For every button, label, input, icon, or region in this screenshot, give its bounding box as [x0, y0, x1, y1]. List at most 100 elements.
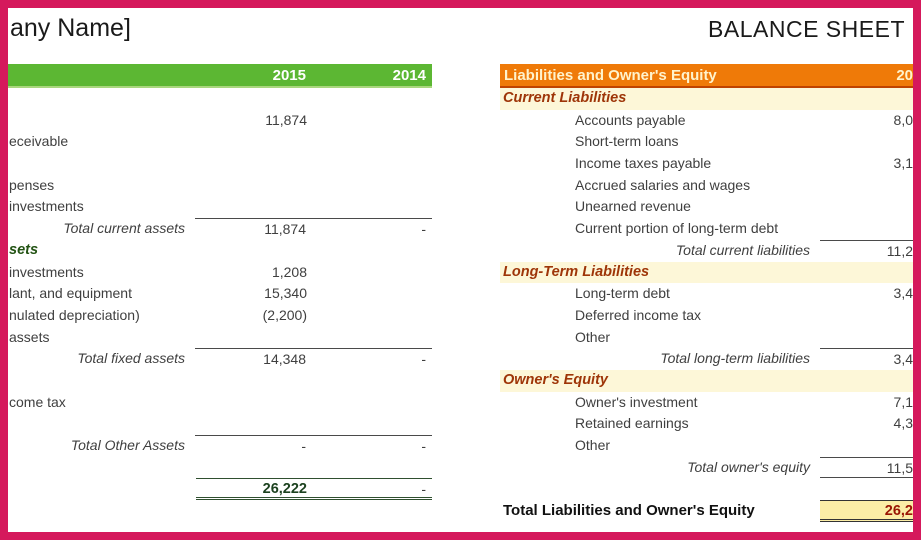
value-2015[interactable]: [820, 370, 913, 392]
value-2015[interactable]: 3,4: [893, 285, 913, 302]
value-2014[interactable]: [311, 327, 432, 349]
value-2014[interactable]: [311, 457, 432, 479]
row-label[interactable]: sets: [9, 241, 39, 258]
row-label[interactable]: Other: [575, 437, 611, 453]
value-2015[interactable]: 4,3: [893, 415, 913, 432]
value-2015[interactable]: [820, 175, 913, 197]
row-label[interactable]: Short-term loans: [575, 133, 679, 150]
row-label[interactable]: [8, 153, 196, 175]
value-2015[interactable]: [196, 88, 311, 110]
value-2014[interactable]: -: [311, 478, 432, 501]
value-2015[interactable]: [196, 370, 311, 392]
value-2015[interactable]: [196, 175, 311, 197]
value-2015[interactable]: [196, 457, 311, 479]
value-2014[interactable]: [311, 131, 432, 153]
row-label[interactable]: Deferred income tax: [575, 306, 702, 323]
value-2015[interactable]: 7,1: [893, 393, 913, 410]
value-2014[interactable]: -: [310, 348, 432, 370]
value-2014[interactable]: -: [310, 218, 432, 240]
value-2015[interactable]: 8,0: [893, 111, 913, 128]
value-2014[interactable]: [311, 175, 432, 197]
row-label[interactable]: Total fixed assets: [77, 350, 185, 367]
row-label[interactable]: Total current liabilities: [675, 241, 810, 258]
row-label[interactable]: investments: [9, 263, 84, 280]
row-label[interactable]: Other: [575, 328, 611, 345]
company-name-title[interactable]: any Name]: [10, 14, 131, 42]
value-2015[interactable]: [820, 478, 913, 500]
row-label[interactable]: penses: [9, 176, 55, 193]
value-2015[interactable]: 14,348: [195, 348, 310, 370]
value-2014[interactable]: [311, 262, 432, 284]
assets-header-bar[interactable]: 2015 2014: [8, 64, 432, 88]
row-label[interactable]: eceivable: [9, 133, 69, 150]
row-label[interactable]: [8, 370, 196, 392]
value-2015[interactable]: 15,340: [264, 285, 307, 302]
value-2014[interactable]: [311, 413, 432, 435]
value-2015[interactable]: [820, 327, 913, 349]
row-label[interactable]: lant, and equipment: [9, 285, 132, 302]
row-label[interactable]: Retained earnings: [575, 415, 689, 432]
row-label[interactable]: assets: [9, 328, 50, 345]
value-2015[interactable]: [196, 153, 311, 175]
value-2015[interactable]: 26,222: [196, 478, 311, 501]
assets-col-header-2015[interactable]: 2015: [272, 66, 306, 84]
value-2015[interactable]: 11,874: [265, 111, 307, 128]
row-label[interactable]: Current Liabilities: [503, 90, 627, 106]
value-2015[interactable]: (2,200): [262, 306, 307, 323]
liabilities-col-header-year[interactable]: 20: [896, 66, 913, 84]
value-2015[interactable]: 11,2: [820, 239, 913, 262]
row-label[interactable]: Total long-term liabilities: [660, 350, 810, 367]
value-2015[interactable]: [820, 305, 913, 327]
value-2014[interactable]: [311, 240, 432, 262]
row-label[interactable]: [8, 478, 196, 500]
value-2014[interactable]: [311, 110, 432, 132]
value-2015[interactable]: 3,1: [893, 155, 913, 172]
value-2014[interactable]: -: [310, 435, 432, 457]
row-label[interactable]: Owner's investment: [575, 393, 698, 410]
value-2015[interactable]: [196, 240, 311, 262]
value-2014[interactable]: [311, 305, 432, 327]
row-label[interactable]: Total Other Assets: [70, 437, 185, 453]
liabilities-header-title[interactable]: Liabilities and Owner's Equity: [504, 66, 717, 84]
value-2014[interactable]: [311, 370, 432, 392]
row-label[interactable]: Total owner's equity: [687, 458, 810, 475]
value-2014[interactable]: [311, 196, 432, 218]
assets-col-header-2014[interactable]: 2014: [392, 66, 426, 84]
value-2014[interactable]: [311, 88, 432, 110]
row-label[interactable]: [8, 457, 196, 479]
value-2015[interactable]: [196, 413, 311, 435]
row-label[interactable]: come tax: [9, 393, 66, 410]
row-label[interactable]: Income taxes payable: [575, 155, 712, 172]
value-2015[interactable]: -: [195, 435, 310, 457]
row-label[interactable]: Total current assets: [63, 220, 185, 237]
value-2015[interactable]: [820, 218, 913, 240]
value-2014[interactable]: [311, 392, 432, 414]
value-2015[interactable]: 26,2: [820, 500, 913, 522]
value-2015[interactable]: [196, 327, 311, 349]
row-label[interactable]: [8, 88, 196, 110]
value-2015[interactable]: [820, 262, 913, 284]
row-label[interactable]: Long-Term Liabilities: [503, 263, 650, 280]
row-label[interactable]: Long-term debt: [575, 285, 670, 302]
value-2014[interactable]: [311, 153, 432, 175]
row-label[interactable]: investments: [9, 198, 84, 215]
row-label[interactable]: Accrued salaries and wages: [575, 176, 751, 193]
row-label[interactable]: [500, 478, 820, 500]
value-2015[interactable]: [820, 435, 913, 457]
value-2015[interactable]: 11,5: [820, 456, 913, 479]
row-label[interactable]: nulated depreciation): [9, 306, 140, 323]
row-label[interactable]: Unearned revenue: [575, 198, 691, 215]
row-label[interactable]: Owner's Equity: [503, 371, 608, 388]
value-2015[interactable]: [196, 392, 311, 414]
value-2015[interactable]: [820, 131, 913, 153]
row-label[interactable]: Accounts payable: [575, 111, 686, 128]
value-2015[interactable]: 11,874: [195, 218, 310, 240]
value-2015[interactable]: [196, 131, 311, 153]
value-2014[interactable]: [311, 283, 432, 305]
value-2015[interactable]: 1,208: [271, 263, 307, 280]
liabilities-header-bar[interactable]: Liabilities and Owner's Equity 20: [500, 64, 913, 88]
row-label[interactable]: Total Liabilities and Owner's Equity: [503, 502, 755, 520]
value-2015[interactable]: 3,4: [820, 348, 913, 370]
row-label[interactable]: Current portion of long-term debt: [575, 220, 779, 237]
value-2015[interactable]: [820, 88, 913, 110]
